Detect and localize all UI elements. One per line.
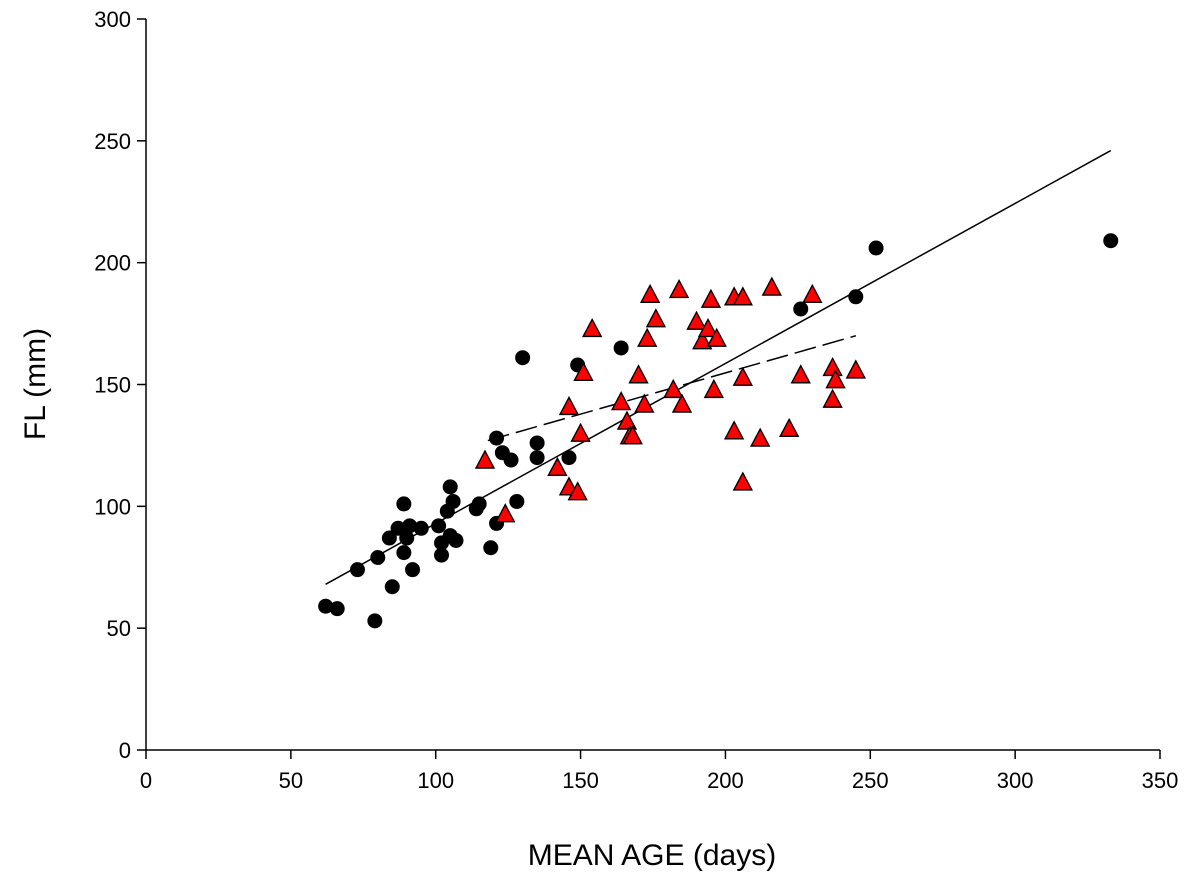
solid-fit-line bbox=[325, 149, 1112, 585]
triangle-point bbox=[732, 471, 753, 491]
circle-point bbox=[402, 518, 418, 534]
circle-point bbox=[445, 493, 461, 509]
circle-point bbox=[613, 340, 629, 356]
y-tick-label: 150 bbox=[94, 373, 131, 398]
circle-point bbox=[396, 496, 412, 512]
circle-point bbox=[329, 601, 345, 617]
y-tick-label: 300 bbox=[94, 7, 131, 32]
triangle-point bbox=[802, 283, 823, 304]
triangle-point bbox=[639, 283, 661, 304]
triangle-point bbox=[622, 425, 643, 445]
x-tick-label: 200 bbox=[707, 768, 744, 793]
x-tick-label: 300 bbox=[997, 768, 1034, 793]
triangle-point bbox=[686, 310, 707, 330]
x-tick-label: 0 bbox=[140, 768, 152, 793]
y-tick-label: 200 bbox=[94, 251, 131, 276]
triangle-point bbox=[706, 327, 727, 347]
circle-point bbox=[431, 518, 447, 534]
triangle-point bbox=[692, 330, 713, 350]
circle-point bbox=[442, 479, 458, 495]
circle-point bbox=[503, 452, 519, 468]
triangle-point bbox=[703, 378, 725, 399]
triangle-point bbox=[671, 393, 693, 413]
triangle-point bbox=[723, 420, 745, 440]
circle-point bbox=[434, 547, 450, 563]
circle-point bbox=[489, 430, 505, 446]
triangle-point bbox=[628, 364, 649, 384]
triangle-point bbox=[474, 449, 496, 469]
triangle-point bbox=[558, 395, 580, 416]
circle-point bbox=[1103, 233, 1119, 249]
triangle-point bbox=[732, 286, 753, 306]
x-tick-label: 50 bbox=[279, 768, 303, 793]
circle-point bbox=[318, 598, 334, 614]
y-tick-label: 0 bbox=[119, 738, 131, 763]
circle-point bbox=[793, 301, 809, 317]
circle-point bbox=[381, 530, 397, 546]
regression-lines bbox=[325, 149, 1112, 585]
circle-point bbox=[509, 493, 525, 509]
circle-point bbox=[405, 562, 421, 578]
circle-point bbox=[384, 579, 400, 595]
triangle-point bbox=[779, 417, 800, 438]
circle-point bbox=[471, 496, 487, 512]
triangle-point bbox=[822, 388, 843, 408]
triangle-point bbox=[637, 327, 658, 347]
circle-point bbox=[868, 240, 884, 256]
y-tick-label: 50 bbox=[107, 616, 131, 641]
triangle-point bbox=[634, 393, 655, 413]
triangle-point bbox=[581, 317, 603, 338]
x-axis-title: MEAN AGE (days) bbox=[528, 839, 776, 872]
triangle-point bbox=[825, 369, 846, 389]
circle-point bbox=[370, 550, 386, 566]
triangle-point bbox=[495, 503, 516, 523]
axes: 0 50 100 150 200 250 300 350 0 50 100 150 200 250 300 bbox=[94, 7, 1178, 793]
y-tick-label: 100 bbox=[94, 494, 131, 519]
triangle-point bbox=[645, 308, 667, 328]
triangle-point bbox=[573, 361, 594, 382]
circle-point bbox=[448, 532, 464, 548]
circle-point bbox=[390, 520, 406, 536]
x-tick-label: 100 bbox=[417, 768, 454, 793]
x-tick-label: 250 bbox=[852, 768, 889, 793]
data-points bbox=[318, 233, 1119, 629]
triangle-point bbox=[697, 317, 719, 338]
circle-point bbox=[483, 540, 499, 556]
circle-point bbox=[529, 450, 545, 466]
triangle-point bbox=[616, 410, 638, 430]
circle-point bbox=[367, 613, 383, 629]
triangle-point bbox=[790, 364, 811, 384]
circle-point bbox=[349, 562, 365, 578]
circle-point bbox=[515, 350, 531, 366]
y-axis-title: FL (mm) bbox=[19, 328, 52, 440]
circle-point bbox=[848, 289, 864, 305]
triangle-point bbox=[750, 427, 771, 447]
triangle-point bbox=[547, 456, 568, 477]
triangle-point bbox=[845, 359, 866, 379]
circle-point bbox=[529, 435, 545, 451]
y-tick-label: 250 bbox=[94, 129, 131, 154]
triangle-point bbox=[822, 356, 843, 377]
x-tick-label: 350 bbox=[1142, 768, 1179, 793]
triangle-point bbox=[570, 422, 591, 442]
circle-point bbox=[413, 520, 429, 536]
circle-point bbox=[561, 450, 577, 466]
triangle-point bbox=[761, 276, 782, 296]
circle-point bbox=[399, 530, 415, 546]
triangle-point bbox=[610, 391, 632, 411]
triangle-point bbox=[732, 366, 753, 386]
x-tick-label: 150 bbox=[562, 768, 599, 793]
triangle-point bbox=[567, 481, 588, 501]
circle-point bbox=[396, 545, 412, 561]
triangle-point bbox=[668, 278, 690, 299]
triangle-point bbox=[700, 288, 722, 308]
triangle-point bbox=[663, 378, 684, 399]
